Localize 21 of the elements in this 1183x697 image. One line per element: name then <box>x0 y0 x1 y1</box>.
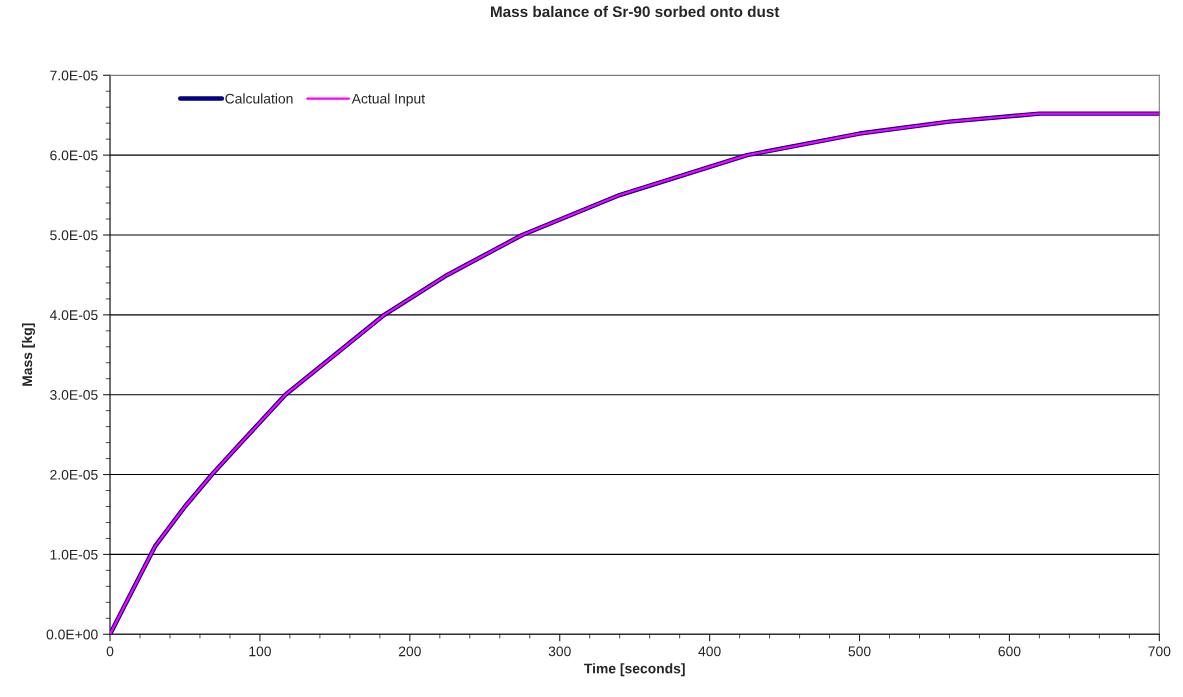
y-tick-label: 0.0E+00 <box>46 629 98 640</box>
legend-label: Actual Input <box>351 93 425 107</box>
y-tick-label: 3.0E-05 <box>50 390 98 400</box>
chart-title: Mass balance of Sr-90 sorbed onto dust <box>490 5 780 18</box>
y-tick-label: 1.0E-05 <box>50 549 98 560</box>
x-axis-title: Time [seconds] <box>584 663 685 677</box>
y-tick-label: 4.0E-05 <box>49 310 98 321</box>
x-tick-label: 600 <box>998 646 1021 657</box>
y-tick-label: 7.0E-05 <box>50 70 98 81</box>
x-tick-label: 500 <box>848 646 871 657</box>
x-tick-label: 700 <box>1148 646 1171 657</box>
x-tick-label: 200 <box>398 646 421 657</box>
y-axis-title: Mass [kg] <box>21 323 35 386</box>
x-tick-label: 0 <box>106 646 114 657</box>
legend-label: Calculation <box>225 93 293 104</box>
x-tick-label: 300 <box>548 646 571 657</box>
y-tick-label: 2.0E-05 <box>50 469 98 480</box>
y-tick-label: 5.0E-05 <box>50 230 98 241</box>
x-tick-label: 100 <box>249 646 271 657</box>
x-tick-label: 400 <box>698 646 721 657</box>
y-tick-label: 6.0E-05 <box>50 150 98 161</box>
